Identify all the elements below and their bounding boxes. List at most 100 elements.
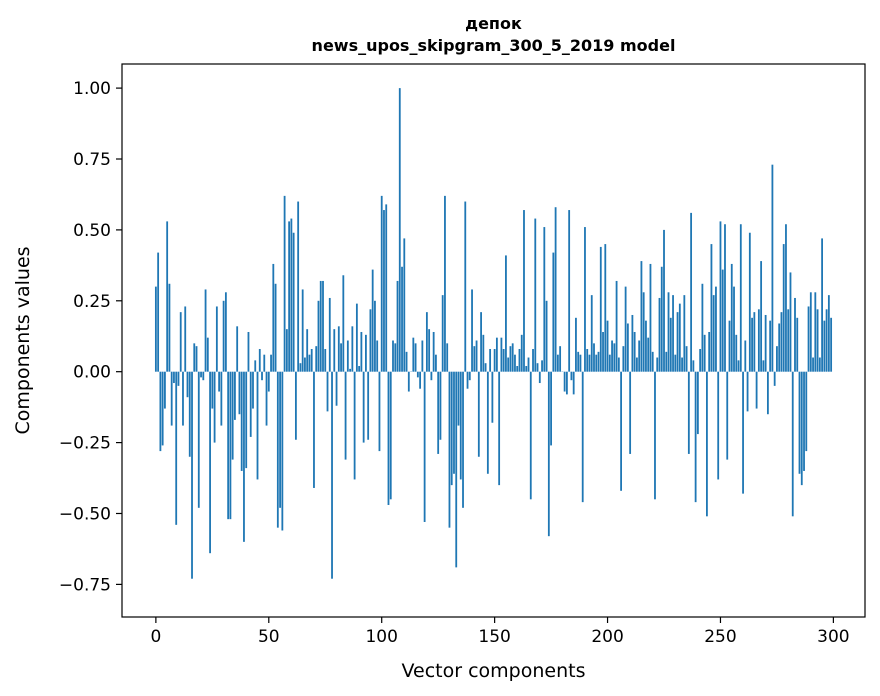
y-tick-label: 0.75: [73, 150, 111, 170]
bar: [394, 343, 397, 372]
bar: [457, 371, 460, 426]
bar: [719, 221, 722, 372]
bar: [285, 329, 288, 372]
bar: [602, 331, 604, 372]
bar: [157, 252, 160, 372]
bar: [599, 246, 602, 372]
bar: [493, 349, 496, 372]
bar: [403, 238, 406, 372]
bar: [177, 371, 180, 386]
bar: [505, 255, 507, 372]
bar: [748, 232, 751, 372]
bar: [240, 371, 243, 471]
bar: [173, 371, 175, 384]
bar: [563, 371, 566, 392]
bar: [626, 323, 629, 372]
bar: [787, 309, 790, 372]
bar: [484, 363, 487, 372]
bar: [554, 207, 557, 372]
bar: [814, 292, 817, 372]
bar: [742, 371, 744, 494]
bar: [360, 331, 363, 372]
bar: [744, 340, 747, 372]
bar: [220, 371, 223, 426]
bar: [154, 286, 157, 372]
bar: [672, 295, 674, 372]
bar: [523, 210, 525, 372]
bar: [231, 371, 234, 460]
bar: [256, 371, 259, 480]
bar: [703, 334, 706, 372]
bar: [430, 371, 433, 381]
bar: [193, 343, 196, 372]
bar: [706, 371, 708, 517]
bar: [757, 309, 760, 372]
bar: [389, 371, 392, 500]
bar: [392, 340, 394, 372]
bar: [383, 210, 385, 372]
bar: [405, 351, 408, 372]
bar: [572, 371, 575, 395]
bar: [462, 371, 464, 508]
x-axis-ticks: 0 50 100 150 200 250 300: [150, 617, 850, 647]
bar: [543, 227, 546, 372]
bar: [771, 164, 774, 372]
y-tick-label: 0.00: [73, 363, 111, 383]
bar: [536, 363, 539, 372]
bar: [785, 224, 787, 372]
bar: [676, 312, 679, 372]
bar: [778, 323, 781, 372]
bar: [776, 346, 778, 372]
bar: [624, 286, 627, 372]
bar: [184, 306, 187, 372]
bar: [186, 371, 189, 398]
bar: [577, 351, 580, 372]
bar: [590, 295, 593, 372]
bar: [159, 371, 162, 452]
bar: [229, 371, 232, 520]
bar: [620, 371, 622, 491]
bar: [258, 349, 261, 372]
bar: [656, 357, 659, 372]
bar: [369, 309, 372, 372]
bar: [301, 289, 304, 372]
bar: [227, 371, 230, 520]
bar: [367, 371, 370, 440]
bar: [816, 309, 819, 372]
bar: [678, 303, 681, 372]
bar: [283, 195, 286, 372]
bar: [175, 371, 178, 525]
bar: [306, 329, 309, 372]
bar: [669, 317, 672, 372]
bar: [249, 371, 252, 437]
bar: [649, 263, 652, 372]
bar: [446, 343, 449, 372]
bar: [647, 337, 650, 372]
bar: [267, 371, 270, 392]
bar: [254, 360, 257, 372]
bar: [182, 371, 184, 426]
bar: [746, 371, 749, 412]
bar: [794, 297, 796, 372]
bar: [685, 346, 688, 372]
bar: [556, 354, 559, 372]
bar: [471, 289, 473, 372]
bar: [611, 340, 613, 372]
bar: [690, 212, 693, 372]
bar: [215, 306, 218, 372]
bar: [708, 331, 711, 372]
bar: [807, 306, 810, 372]
bar: [509, 346, 512, 372]
bar: [665, 351, 668, 372]
bar: [692, 360, 695, 372]
bar: [631, 314, 634, 372]
bar: [830, 317, 833, 372]
chart-title-line2: news_upos_skipgram_300_5_2019 model: [312, 36, 676, 55]
y-axis-label: Components values: [12, 246, 34, 434]
bar: [480, 312, 482, 372]
bar: [419, 371, 422, 389]
bar: [459, 371, 462, 480]
bar: [597, 351, 600, 372]
bar: [374, 300, 376, 372]
